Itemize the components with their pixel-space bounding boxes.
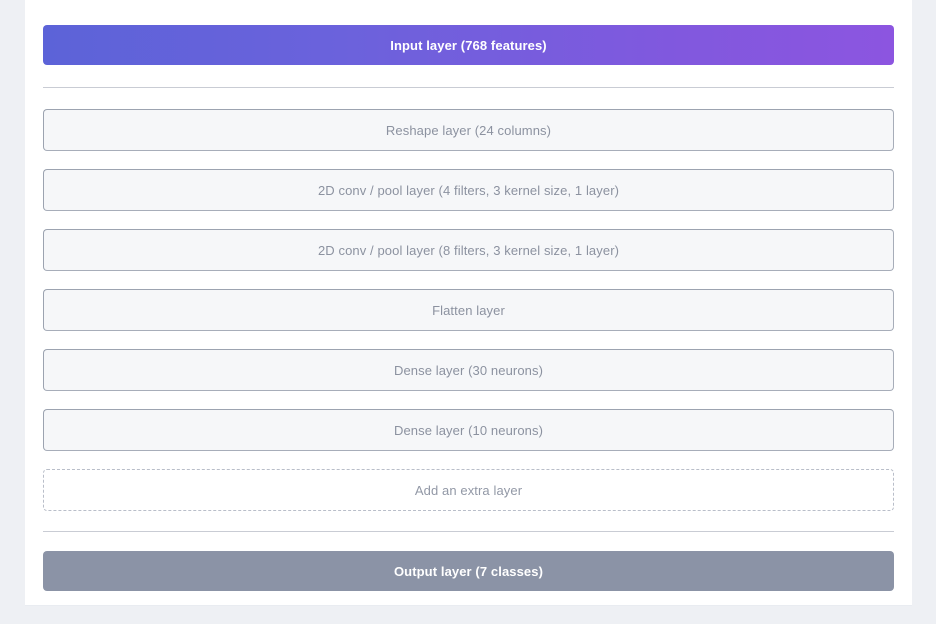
layer-row[interactable]: 2D conv / pool layer (4 filters, 3 kerne… xyxy=(43,169,894,211)
hidden-layers-list: Reshape layer (24 columns) 2D conv / poo… xyxy=(43,109,894,451)
network-architecture-card: Input layer (768 features) Reshape layer… xyxy=(25,0,912,606)
input-layer-bar: Input layer (768 features) xyxy=(43,25,894,65)
layer-row-label: 2D conv / pool layer (4 filters, 3 kerne… xyxy=(317,182,620,198)
layer-row[interactable]: Dense layer (10 neurons) xyxy=(43,409,894,451)
divider-below-input-layer xyxy=(43,87,894,88)
input-layer-label: Input layer (768 features) xyxy=(390,37,547,53)
output-layer-bar: Output layer (7 classes) xyxy=(43,551,894,591)
layer-row[interactable]: Flatten layer xyxy=(43,289,894,331)
layer-row-label: Dense layer (10 neurons) xyxy=(393,422,544,438)
layer-row[interactable]: Reshape layer (24 columns) xyxy=(43,109,894,151)
layer-row-label: Reshape layer (24 columns) xyxy=(385,122,552,138)
add-extra-layer-button[interactable]: Add an extra layer xyxy=(43,469,894,511)
layer-row-label: Flatten layer xyxy=(432,302,505,318)
output-layer-label: Output layer (7 classes) xyxy=(393,563,544,579)
layer-row[interactable]: 2D conv / pool layer (8 filters, 3 kerne… xyxy=(43,229,894,271)
layer-stack: Input layer (768 features) Reshape layer… xyxy=(43,0,894,591)
layer-row-label: Dense layer (30 neurons) xyxy=(393,362,544,378)
layer-row-label: 2D conv / pool layer (8 filters, 3 kerne… xyxy=(317,242,620,258)
add-extra-layer-label: Add an extra layer xyxy=(414,482,523,498)
layer-row[interactable]: Dense layer (30 neurons) xyxy=(43,349,894,391)
divider-above-output-layer xyxy=(43,531,894,532)
